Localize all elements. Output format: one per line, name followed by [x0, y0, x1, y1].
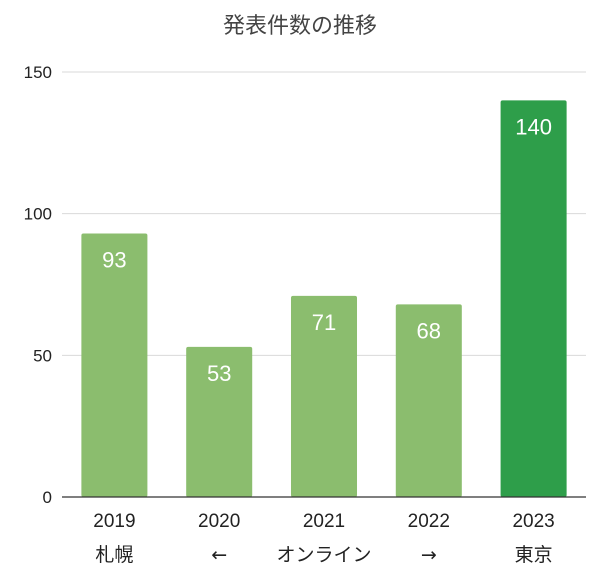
x-sublabel: ← — [211, 544, 227, 566]
bar-2023 — [500, 100, 567, 497]
x-tick-label: 2019 — [93, 511, 135, 532]
x-sublabel: オンライン — [276, 544, 371, 566]
x-tick-label: 2020 — [198, 511, 240, 532]
bars — [81, 100, 567, 497]
bar-2019 — [81, 233, 148, 497]
bar-2022 — [395, 304, 462, 497]
x-tick-label: 2022 — [408, 511, 450, 532]
bar-2021 — [290, 295, 358, 497]
x-sublabel: 札幌 — [95, 544, 133, 566]
x-sublabel: → — [421, 544, 437, 566]
x-axis-ticks: 2019 2020 2021 2022 2023 — [93, 511, 554, 532]
data-labels: 93 53 71 68 140 — [102, 114, 552, 386]
y-tick-label: 100 — [24, 205, 52, 224]
data-label: 71 — [312, 310, 336, 335]
bar-2020 — [186, 346, 253, 497]
data-label: 140 — [515, 114, 552, 139]
x-axis-sublabels: 札幌 ← オンライン → 東京 — [95, 544, 552, 566]
y-tick-label: 150 — [24, 63, 52, 82]
x-tick-label: 2021 — [303, 511, 345, 532]
y-tick-label: 0 — [43, 488, 52, 507]
data-label: 68 — [417, 318, 441, 343]
x-tick-label: 2023 — [512, 511, 554, 532]
data-label: 93 — [102, 248, 126, 273]
y-axis-ticks: 0 50 100 150 — [24, 63, 52, 507]
x-sublabel: 東京 — [515, 544, 553, 566]
chart-title: 発表件数の推移 — [223, 14, 377, 39]
data-label: 53 — [207, 361, 231, 386]
y-tick-label: 50 — [33, 346, 52, 365]
